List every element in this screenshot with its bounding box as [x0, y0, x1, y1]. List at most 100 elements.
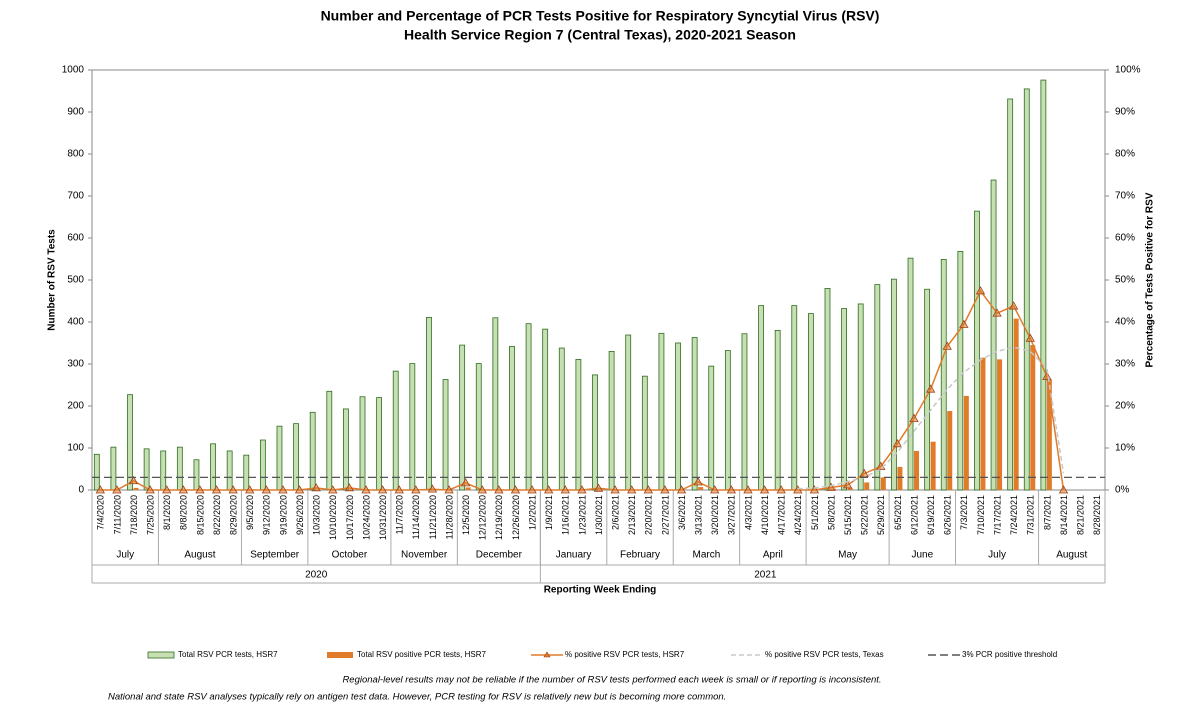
- x-tick-label: 10/31/2020: [378, 495, 388, 540]
- bar: [907, 257, 914, 491]
- y-tick-label: 900: [67, 107, 84, 118]
- marker: [427, 484, 438, 493]
- bar: [276, 425, 283, 491]
- y2-tick-label: 50%: [1115, 275, 1135, 286]
- month-label: March: [693, 550, 721, 561]
- bar: [990, 179, 997, 491]
- marker: [660, 485, 670, 494]
- legend-label: 3% PCR positive threshold: [962, 650, 1057, 659]
- bar: [974, 210, 980, 491]
- x-tick-label: 8/28/2021: [1092, 495, 1102, 535]
- bar: [691, 337, 698, 491]
- bar: [226, 450, 233, 491]
- bar: [110, 446, 117, 491]
- bar: [980, 357, 986, 490]
- x-tick-label: 3/27/2021: [727, 495, 737, 535]
- x-tick-label: 9/12/2020: [262, 495, 272, 535]
- month-label: November: [401, 550, 448, 561]
- marker: [377, 485, 388, 494]
- marker: [411, 485, 421, 494]
- x-tick-label: 8/8/2020: [179, 495, 189, 530]
- x-tick-label: 5/8/2021: [826, 495, 836, 530]
- x-tick-label: 7/3/2021: [959, 495, 969, 530]
- legend-label: Total RSV positive PCR tests, HSR7: [357, 650, 486, 659]
- y2-tick-label: 40%: [1115, 317, 1135, 328]
- bar: [160, 450, 167, 491]
- y2-tick-label: 90%: [1115, 107, 1135, 118]
- x-tick-label: 1/30/2021: [594, 495, 604, 535]
- legend-swatch: [327, 652, 353, 658]
- bar: [864, 482, 870, 490]
- x-tick-label: 5/22/2021: [860, 495, 870, 535]
- marker: [261, 485, 272, 494]
- month-label: September: [250, 550, 300, 561]
- marker: [925, 384, 936, 393]
- bar: [1023, 88, 1030, 491]
- bar: [675, 342, 681, 491]
- x-tick-label: 8/1/2020: [162, 495, 172, 530]
- x-tick-label: 10/24/2020: [361, 495, 371, 540]
- bar: [1046, 379, 1052, 490]
- marker: [211, 485, 222, 494]
- marker: [610, 485, 620, 494]
- x-tick-label: 1/23/2021: [577, 495, 587, 535]
- y2-tick-label: 20%: [1115, 401, 1135, 412]
- line: [797, 346, 1065, 490]
- bar: [558, 347, 565, 491]
- x-tick-label: 12/26/2020: [511, 495, 521, 540]
- x-tick-label: 5/29/2021: [876, 495, 886, 535]
- x-axis-title: Reporting Week Ending: [544, 585, 657, 596]
- bar: [376, 397, 383, 491]
- marker: [593, 483, 604, 492]
- bar: [824, 287, 831, 491]
- x-tick-label: 7/17/2021: [992, 495, 1002, 535]
- marker: [543, 485, 554, 494]
- y-tick-label: 800: [67, 149, 84, 160]
- marker: [842, 480, 853, 489]
- marker: [627, 485, 637, 494]
- x-tick-label: 2/20/2021: [644, 495, 654, 535]
- month-label: July: [116, 550, 134, 561]
- legend-swatch: [147, 651, 175, 659]
- marker: [560, 485, 570, 494]
- x-tick-label: 6/12/2021: [909, 495, 919, 535]
- x-tick-label: 4/3/2021: [743, 495, 753, 530]
- x-tick-label: 7/18/2020: [129, 495, 139, 535]
- x-tick-label: 10/10/2020: [328, 495, 338, 540]
- x-tick-label: 11/21/2020: [428, 495, 438, 539]
- bar: [841, 308, 847, 491]
- bar: [997, 359, 1003, 490]
- bar: [426, 316, 432, 491]
- bar: [940, 259, 947, 491]
- bar: [957, 251, 964, 491]
- bar: [409, 363, 416, 491]
- bar: [127, 394, 133, 491]
- month-label: February: [620, 550, 660, 561]
- marker: [95, 485, 105, 494]
- month-label: January: [556, 550, 592, 561]
- month-label: August: [184, 550, 215, 561]
- bar: [176, 446, 183, 491]
- bar: [475, 363, 482, 491]
- marker: [643, 485, 654, 494]
- x-tick-label: 7/24/2021: [1009, 495, 1019, 535]
- marker: [228, 485, 238, 494]
- marker: [145, 485, 155, 494]
- bar: [741, 333, 748, 491]
- bar: [963, 395, 969, 490]
- bar: [459, 344, 466, 491]
- x-tick-label: 3/6/2021: [677, 495, 687, 530]
- bar: [874, 284, 881, 491]
- x-tick-label: 12/12/2020: [478, 495, 488, 540]
- x-tick-label: 12/19/2020: [494, 495, 504, 540]
- month-label: August: [1056, 550, 1087, 561]
- marker: [278, 485, 288, 494]
- marker: [743, 485, 753, 494]
- bar: [758, 305, 764, 491]
- bar: [309, 411, 316, 491]
- marker: [477, 485, 487, 494]
- x-tick-label: 8/7/2021: [1042, 495, 1052, 530]
- x-tick-label: 8/15/2020: [195, 495, 205, 535]
- bar: [542, 328, 549, 491]
- marker: [444, 485, 454, 494]
